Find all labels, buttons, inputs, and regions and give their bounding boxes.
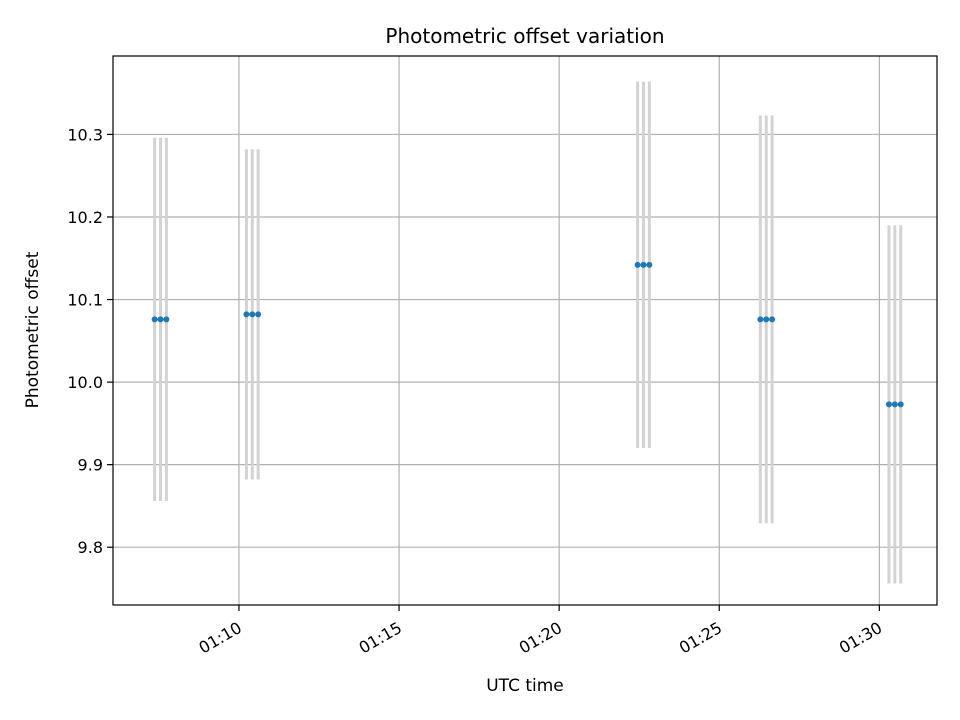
y-tick-label: 9.9 (78, 456, 103, 475)
data-point (243, 311, 250, 318)
data-point (891, 401, 898, 408)
data-point (769, 316, 776, 323)
data-point (897, 401, 904, 408)
data-point (634, 261, 641, 268)
y-tick-label: 10.1 (67, 291, 103, 310)
y-axis-ticks: 9.8 9.9 10.0 10.1 10.2 10.3 (67, 125, 113, 557)
data-point (646, 261, 653, 268)
data-points (151, 261, 904, 408)
plot-frame (112, 55, 938, 606)
data-point (757, 316, 764, 323)
grid (113, 56, 937, 605)
data-point (249, 311, 256, 318)
data-point (885, 401, 892, 408)
chart-title: Photometric offset variation (385, 24, 664, 48)
x-axis-title: UTC time (486, 676, 564, 696)
y-tick-label: 10.0 (67, 373, 103, 392)
y-tick-label: 10.2 (67, 208, 103, 227)
data-point (640, 261, 647, 268)
data-point (157, 316, 164, 323)
y-axis-title: Photometric offset (23, 251, 43, 408)
data-point (151, 316, 158, 323)
data-point (163, 316, 170, 323)
y-tick-label: 10.3 (67, 125, 103, 144)
y-tick-label: 9.8 (78, 538, 103, 557)
data-point (763, 316, 770, 323)
data-point (255, 311, 262, 318)
